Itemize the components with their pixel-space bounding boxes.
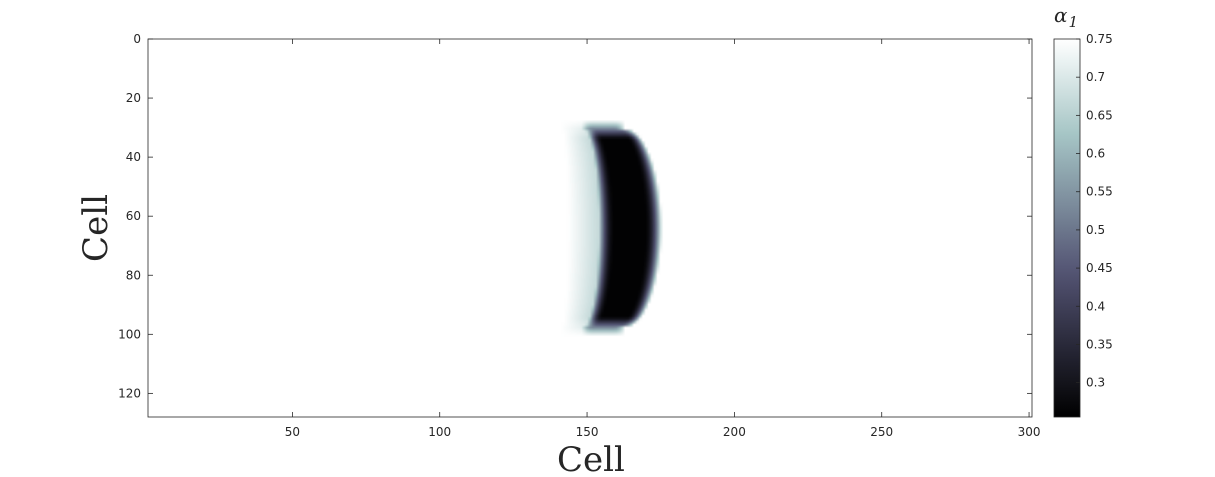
colorbar-tick-label: 0.3: [1086, 376, 1105, 390]
x-tick-label: 200: [723, 425, 746, 439]
plot-area: 50 100 150 200 250 300 0 20 40 60 80 100 120: [118, 32, 1040, 439]
colorbar-tick-label: 0.65: [1086, 108, 1113, 122]
colorbar-tick-label: 0.4: [1086, 299, 1105, 313]
x-tick-label: 100: [428, 425, 451, 439]
y-tick-label: 80: [126, 268, 141, 282]
y-tick-label: 120: [118, 386, 141, 400]
y-tick-label: 100: [118, 327, 141, 341]
y-axis-label: Cell: [76, 194, 116, 262]
x-axis-label: Cell: [557, 440, 625, 477]
x-tick-label: 50: [285, 425, 300, 439]
y-tick-label: 60: [126, 209, 141, 223]
colorbar-scale: [1053, 38, 1081, 418]
colorbar-tick-label: 0.35: [1086, 337, 1113, 351]
colorbar-label: α1: [1054, 3, 1078, 31]
colorbar: 0.3 0.35 0.4 0.45 0.5 0.55 0.6 0.65 0.7 0.75: [1053, 32, 1113, 418]
colorbar-tick-label: 0.7: [1086, 70, 1105, 84]
colorbar-tick-label: 0.55: [1086, 185, 1113, 199]
colorbar-tick-label: 0.5: [1086, 223, 1105, 237]
x-tick-label: 300: [1018, 425, 1041, 439]
colorbar-tick-label: 0.75: [1086, 32, 1113, 46]
x-tick-label: 150: [576, 425, 599, 439]
heatmap-image: [148, 39, 1032, 417]
y-tick-label: 40: [126, 150, 141, 164]
y-tick-label: 20: [126, 91, 141, 105]
colorbar-tick-label: 0.45: [1086, 261, 1113, 275]
x-tick-label: 250: [870, 425, 893, 439]
plot-frame: [147, 38, 1033, 418]
y-tick-label: 0: [133, 32, 141, 46]
colorbar-tick-label: 0.6: [1086, 147, 1105, 161]
